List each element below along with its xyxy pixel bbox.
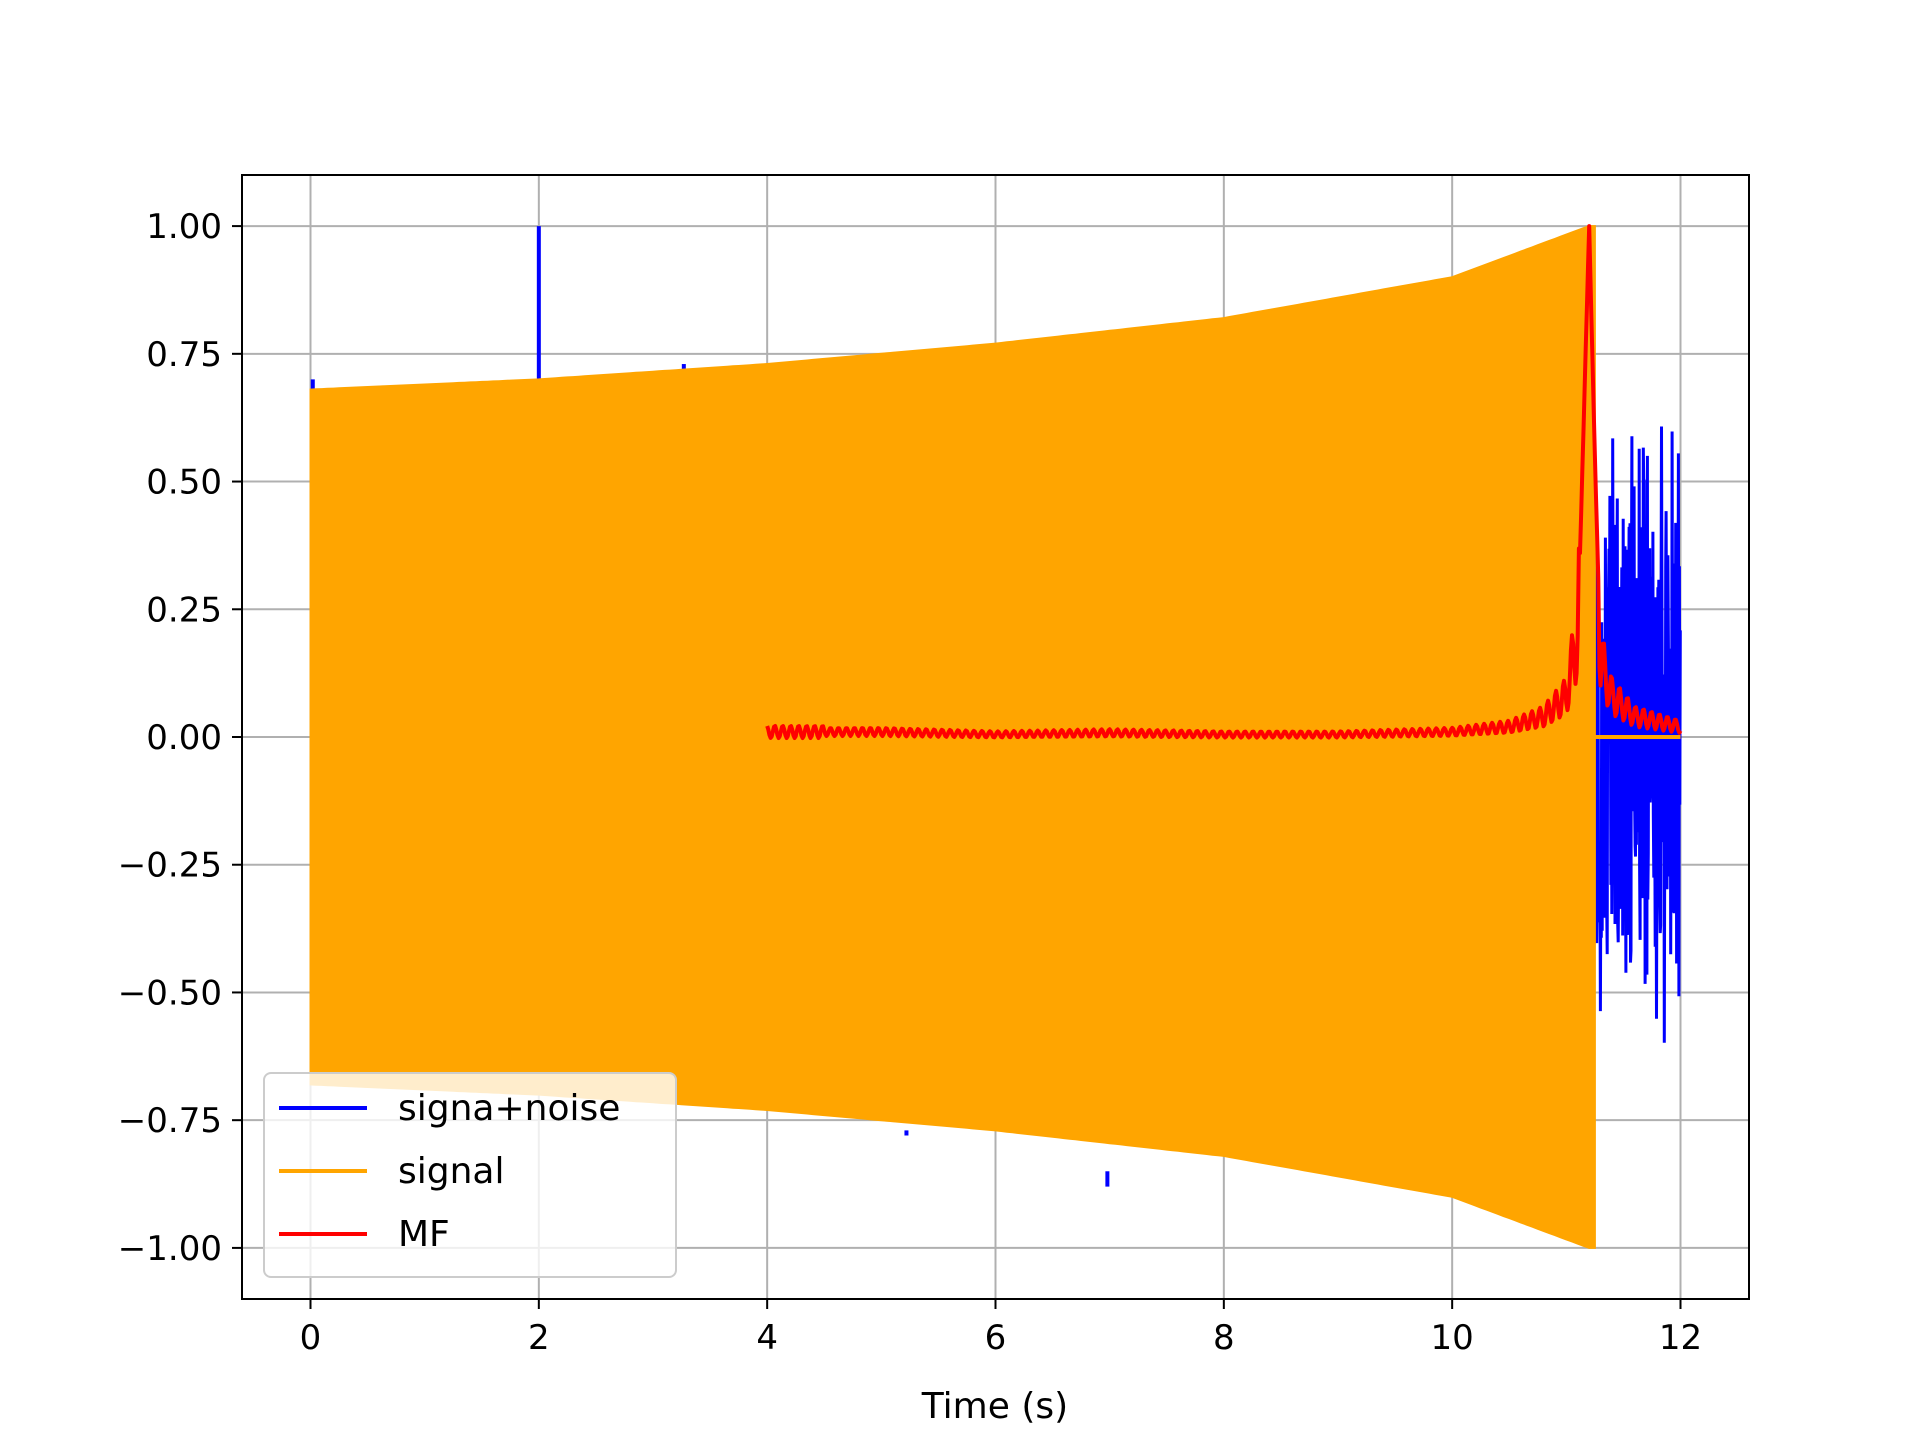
y-tick-label: −0.50 [118,973,222,1013]
y-tick-label: 0.50 [146,463,222,503]
y-tick-label: 1.00 [146,207,222,247]
legend: signa+noise signal MF [263,1072,677,1278]
x-tick-label: 6 [985,1318,1007,1358]
series-signa-noise-tail [1593,426,1682,1043]
x-tick-label: 8 [1213,1318,1235,1358]
axis-ticks: 0 2 4 6 8 10 12 1.00 0.75 0.50 0.25 0.00 −0.25 −0.50 −… [118,207,1702,1358]
y-tick-label: 0.75 [146,335,222,375]
legend-label-signa-noise: signa+noise [398,1088,620,1129]
x-tick-label: 10 [1431,1318,1474,1358]
x-tick-label: 12 [1659,1318,1702,1358]
y-tick-label: 0.00 [146,718,222,758]
legend-label-mf: MF [398,1214,450,1255]
x-tick-label: 2 [528,1318,550,1358]
y-tick-label: −0.75 [118,1101,222,1141]
legend-box [263,1072,677,1278]
y-tick-label: −0.25 [118,846,222,886]
y-tick-label: −1.00 [118,1229,222,1269]
x-axis-label: Time (s) [921,1386,1068,1427]
x-tick-label: 0 [300,1318,322,1358]
legend-label-signal: signal [398,1151,505,1192]
series-layer [309,224,1683,1249]
series-mf-line [765,224,1683,740]
y-tick-label: 0.25 [146,590,222,630]
x-tick-label: 4 [756,1318,778,1358]
